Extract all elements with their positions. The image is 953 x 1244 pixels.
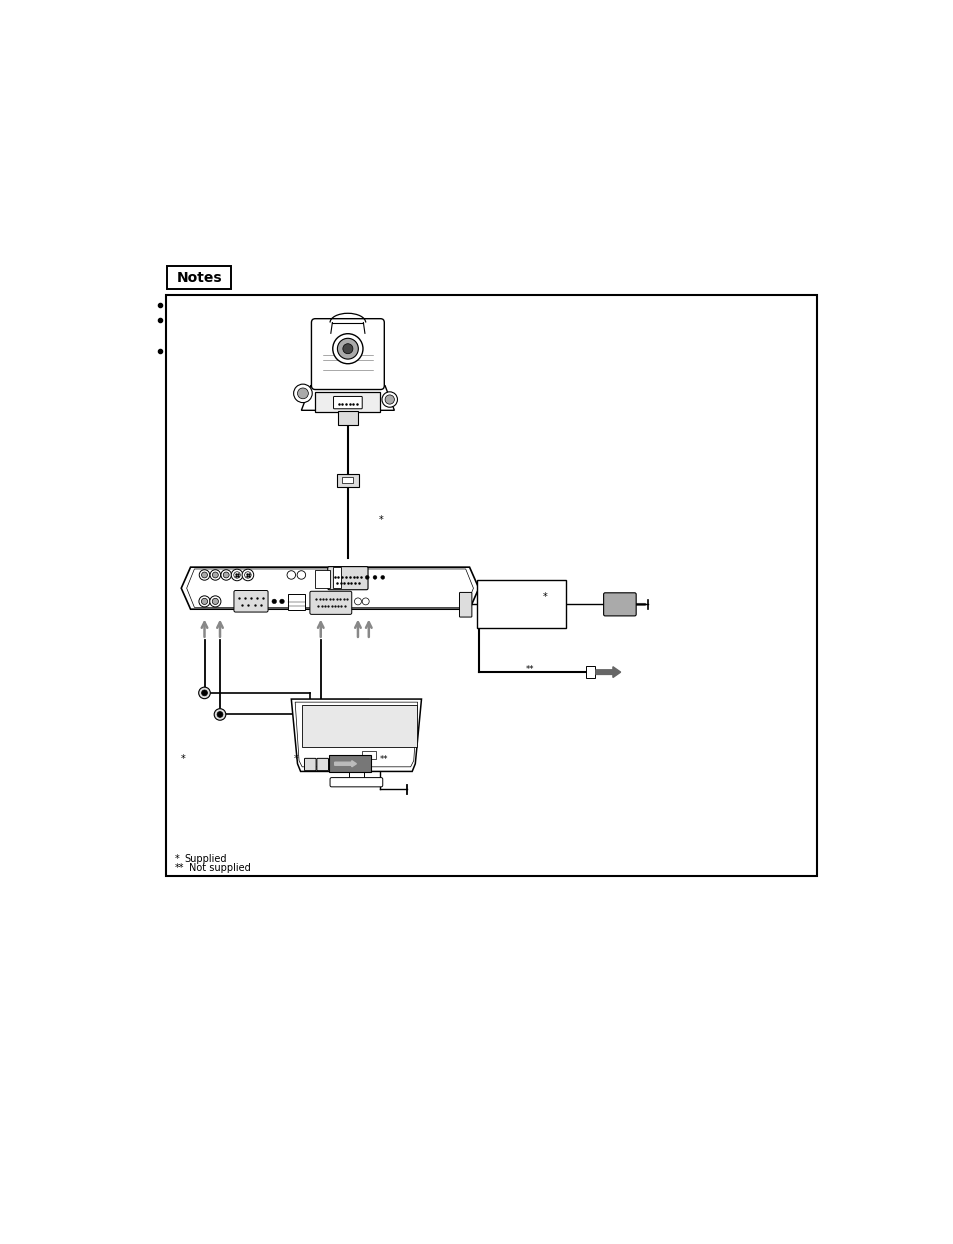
Circle shape xyxy=(294,384,312,403)
FancyBboxPatch shape xyxy=(328,566,368,590)
Text: Notes: Notes xyxy=(176,271,222,285)
Circle shape xyxy=(385,394,394,404)
Circle shape xyxy=(365,576,369,580)
Circle shape xyxy=(201,572,207,578)
Text: *: * xyxy=(542,592,547,602)
Bar xyxy=(166,295,816,876)
FancyBboxPatch shape xyxy=(336,474,358,486)
Circle shape xyxy=(233,572,240,578)
Circle shape xyxy=(231,570,243,581)
Circle shape xyxy=(223,572,229,578)
Circle shape xyxy=(272,600,276,603)
Circle shape xyxy=(337,338,358,360)
Circle shape xyxy=(287,571,295,580)
FancyBboxPatch shape xyxy=(316,759,328,771)
Circle shape xyxy=(362,598,369,605)
Circle shape xyxy=(242,570,253,581)
FancyBboxPatch shape xyxy=(337,411,357,425)
Circle shape xyxy=(296,571,305,580)
Text: *: * xyxy=(378,515,383,525)
Circle shape xyxy=(355,598,361,605)
Circle shape xyxy=(214,709,226,720)
Circle shape xyxy=(244,572,251,578)
Circle shape xyxy=(221,570,232,580)
Bar xyxy=(314,570,330,588)
Bar xyxy=(302,705,416,746)
Circle shape xyxy=(380,576,384,580)
Circle shape xyxy=(213,572,218,578)
Bar xyxy=(348,770,364,781)
Bar xyxy=(333,566,340,588)
Polygon shape xyxy=(181,567,478,610)
Circle shape xyxy=(198,687,210,699)
FancyBboxPatch shape xyxy=(315,392,380,412)
Circle shape xyxy=(212,598,218,605)
FancyBboxPatch shape xyxy=(304,759,315,771)
FancyArrow shape xyxy=(596,667,620,678)
Text: *: * xyxy=(180,754,185,764)
Bar xyxy=(342,478,353,484)
Bar xyxy=(167,266,231,290)
Circle shape xyxy=(333,333,362,363)
FancyBboxPatch shape xyxy=(334,397,362,409)
FancyBboxPatch shape xyxy=(329,755,371,773)
FancyBboxPatch shape xyxy=(310,591,352,615)
Circle shape xyxy=(199,596,210,607)
FancyBboxPatch shape xyxy=(233,591,268,612)
Text: *: * xyxy=(174,855,179,865)
Polygon shape xyxy=(301,386,394,411)
Circle shape xyxy=(210,596,221,607)
Circle shape xyxy=(201,690,207,695)
Circle shape xyxy=(381,392,397,407)
Circle shape xyxy=(210,570,220,580)
Text: **: ** xyxy=(379,755,388,764)
FancyBboxPatch shape xyxy=(603,593,636,616)
Text: **: ** xyxy=(525,666,534,674)
FancyBboxPatch shape xyxy=(459,592,472,617)
Circle shape xyxy=(217,712,223,718)
Circle shape xyxy=(373,576,376,580)
FancyBboxPatch shape xyxy=(585,666,595,678)
Text: **: ** xyxy=(174,863,184,873)
Text: Supplied: Supplied xyxy=(184,855,227,865)
Text: Not supplied: Not supplied xyxy=(189,863,251,873)
FancyBboxPatch shape xyxy=(311,318,384,389)
Bar xyxy=(476,581,566,628)
Circle shape xyxy=(199,570,210,580)
Bar xyxy=(362,751,375,759)
Circle shape xyxy=(279,600,284,603)
Circle shape xyxy=(342,343,353,353)
FancyBboxPatch shape xyxy=(330,778,382,787)
Polygon shape xyxy=(291,699,421,771)
Circle shape xyxy=(297,388,308,399)
Bar xyxy=(288,595,305,610)
Text: *: * xyxy=(294,754,298,764)
FancyArrow shape xyxy=(335,760,356,766)
Circle shape xyxy=(201,598,208,605)
